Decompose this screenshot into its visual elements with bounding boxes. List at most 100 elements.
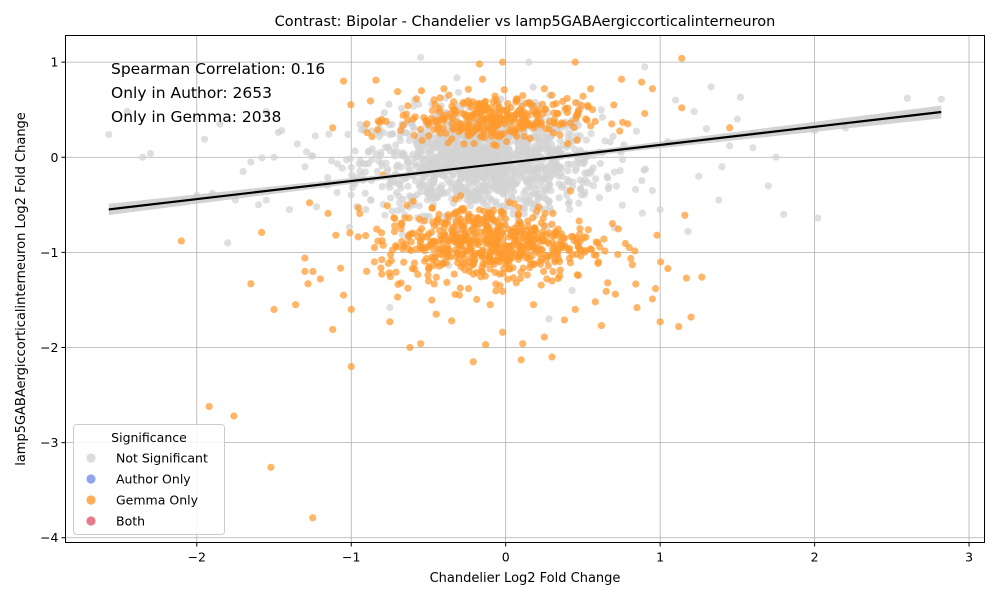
not-significant-point [580, 159, 588, 167]
gemma-only-point [424, 277, 433, 285]
not-significant-point [404, 182, 412, 190]
not-significant-point [491, 178, 499, 187]
not-significant-point [618, 201, 626, 209]
not-significant-point [597, 106, 605, 114]
not-significant-point [516, 195, 524, 203]
not-significant-point [403, 159, 411, 167]
not-significant-point [386, 303, 394, 312]
not-significant-point [537, 163, 545, 172]
gemma-only-point [513, 96, 521, 104]
not-significant-point [497, 187, 505, 195]
gemma-only-point [638, 78, 646, 86]
not-significant-point [139, 153, 147, 161]
gemma-only-point [366, 97, 375, 105]
not-significant-point [707, 83, 715, 91]
gemma-only-point [329, 124, 337, 132]
gemma-only-point [602, 287, 610, 295]
gemma-only-point [402, 240, 410, 248]
gemma-only-point [448, 226, 456, 234]
gemma-only-point [421, 257, 429, 265]
gemma-only-point [515, 122, 523, 131]
gemma-only-point [556, 272, 564, 280]
not-significant-point [105, 130, 113, 139]
not-significant-point [470, 156, 478, 165]
gemma-only-point [437, 232, 445, 240]
gemma-only-point [393, 88, 402, 96]
gemma-only-point [435, 107, 443, 115]
not-significant-point [409, 122, 417, 131]
gemma-only-point [456, 218, 464, 227]
x-tick-label: 1 [656, 550, 664, 565]
gemma-only-point [430, 280, 438, 288]
gemma-only-point [493, 99, 501, 108]
not-significant-point [595, 194, 604, 202]
not-significant-point [348, 171, 356, 179]
gemma-only-point [571, 58, 579, 66]
gemma-only-point [519, 340, 527, 348]
not-significant-point [239, 167, 247, 176]
not-significant-point [394, 207, 402, 215]
gemma-only-point [514, 210, 523, 218]
gemma-only-point [409, 197, 417, 205]
gemma-only-point [460, 254, 468, 262]
gemma-only-point [506, 265, 514, 273]
not-significant-point [311, 132, 319, 140]
gemma-only-point [459, 206, 468, 215]
not-significant-point [695, 172, 703, 180]
gemma-only-point [346, 229, 354, 237]
gemma-only-point [428, 107, 436, 115]
not-significant-point [440, 189, 448, 198]
not-significant-point [520, 189, 528, 197]
not-significant-point [424, 139, 432, 147]
not-significant-point [293, 140, 301, 148]
gemma-only-point [397, 279, 405, 287]
gemma-only-point [450, 237, 458, 246]
not-significant-point [413, 141, 421, 149]
not-significant-point [535, 190, 543, 198]
gemma-only-point [482, 102, 490, 111]
not-significant-point [381, 211, 389, 219]
gemma-only-point [417, 340, 425, 348]
not-significant-point [568, 286, 576, 295]
not-significant-point [507, 184, 516, 192]
not-significant-point [937, 95, 945, 103]
gemma-only-point [648, 85, 657, 93]
gemma-only-point [430, 261, 438, 270]
not-significant-point [733, 115, 741, 123]
gemma-only-point [492, 280, 500, 288]
not-significant-point [564, 167, 572, 175]
not-significant-point [726, 142, 734, 150]
gemma-only-point [517, 220, 525, 228]
not-significant-point [525, 58, 533, 66]
gemma-only-point [584, 226, 592, 234]
gemma-only-point [533, 112, 541, 120]
not-significant-point [421, 155, 429, 163]
gemma-only-point [500, 86, 508, 94]
not-significant-point [492, 198, 500, 206]
not-significant-point [545, 197, 553, 205]
gemma-only-point [529, 301, 538, 309]
gemma-only-point [460, 247, 468, 256]
not-significant-point [390, 177, 398, 185]
gemma-only-point [539, 267, 548, 275]
regression-line [108, 110, 942, 211]
not-significant-point [489, 168, 497, 177]
not-significant-point [631, 185, 640, 194]
gemma-only-point [247, 280, 255, 288]
not-significant-point [384, 165, 392, 173]
gemma-only-point [573, 250, 581, 258]
gemma-only-point [514, 255, 523, 263]
not-significant-point [502, 175, 510, 183]
gemma-only-point [517, 228, 525, 236]
gemma-only-point [479, 116, 487, 124]
gemma-only-point [490, 227, 498, 235]
gemma-only-point [480, 126, 488, 134]
gemma-only-point [410, 259, 419, 267]
not-significant-point [566, 205, 574, 213]
gemma-only-point [480, 134, 488, 142]
not-significant-point [438, 181, 446, 190]
data-points [105, 53, 945, 522]
gemma-only-point [681, 211, 689, 219]
gemma-only-point [675, 322, 683, 331]
not-significant-point [715, 196, 723, 204]
